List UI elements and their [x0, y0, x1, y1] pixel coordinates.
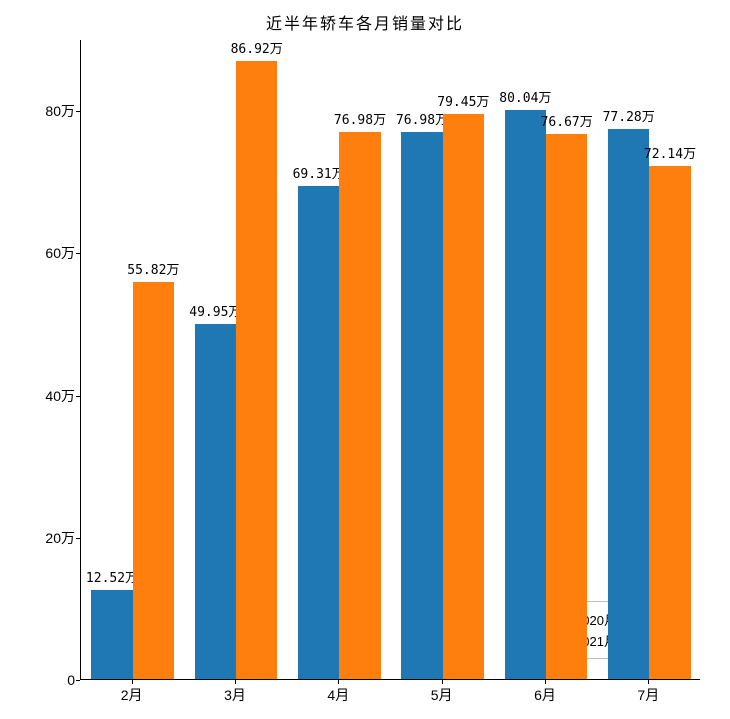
xtick-label: 5月: [402, 685, 482, 705]
bar-label: 76.98万: [396, 109, 448, 128]
bar-label: 86.92万: [231, 38, 283, 57]
bar-label: 80.04万: [499, 87, 551, 106]
bar-label: 55.82万: [127, 259, 179, 278]
chart-title: 近半年轿车各月销量对比: [0, 10, 730, 34]
ytick-mark: [76, 680, 80, 681]
plot-area: 2020月销售情况 2021月销售情况 12.52万55.82万49.95万86…: [80, 40, 700, 680]
bar-series0-cat1: [195, 324, 236, 679]
bar-label: 69.31万: [293, 163, 345, 182]
ytick-label: 20万: [30, 528, 75, 548]
xtick-label: 3月: [195, 685, 275, 705]
bar-series0-cat4: [505, 110, 546, 679]
chart-container: 近半年轿车各月销量对比 0 20万 40万 60万 80万 2020月销售情况 …: [0, 0, 730, 719]
xtick-label: 2月: [92, 685, 172, 705]
bar-label: 79.45万: [437, 91, 489, 110]
ytick-label: 0: [30, 672, 75, 688]
xtick-label: 6月: [505, 685, 585, 705]
xtick-label: 7月: [608, 685, 688, 705]
ytick-label: 40万: [30, 386, 75, 406]
xtick-label: 4月: [298, 685, 378, 705]
bar-series0-cat3: [401, 132, 442, 679]
bar-series1-cat4: [546, 134, 587, 679]
xtick-mark: [235, 680, 236, 684]
ytick-label: 60万: [30, 243, 75, 263]
bar-series1-cat5: [649, 166, 690, 679]
bar-series1-cat1: [236, 61, 277, 679]
bar-series1-cat3: [443, 114, 484, 679]
bar-series0-cat2: [298, 186, 339, 679]
xtick-mark: [132, 680, 133, 684]
bar-label: 76.98万: [334, 109, 386, 128]
xtick-mark: [545, 680, 546, 684]
bar-series1-cat2: [339, 132, 380, 679]
bar-label: 77.28万: [603, 106, 655, 125]
bar-series0-cat5: [608, 129, 649, 679]
bar-label: 76.67万: [541, 111, 593, 130]
bar-label: 72.14万: [644, 143, 696, 162]
ytick-label: 80万: [30, 101, 75, 121]
bar-series1-cat0: [133, 282, 174, 679]
bar-series0-cat0: [91, 590, 132, 679]
xtick-mark: [648, 680, 649, 684]
bar-label: 49.95万: [189, 301, 241, 320]
bar-label: 12.52万: [86, 567, 138, 586]
xtick-mark: [338, 680, 339, 684]
xtick-mark: [442, 680, 443, 684]
